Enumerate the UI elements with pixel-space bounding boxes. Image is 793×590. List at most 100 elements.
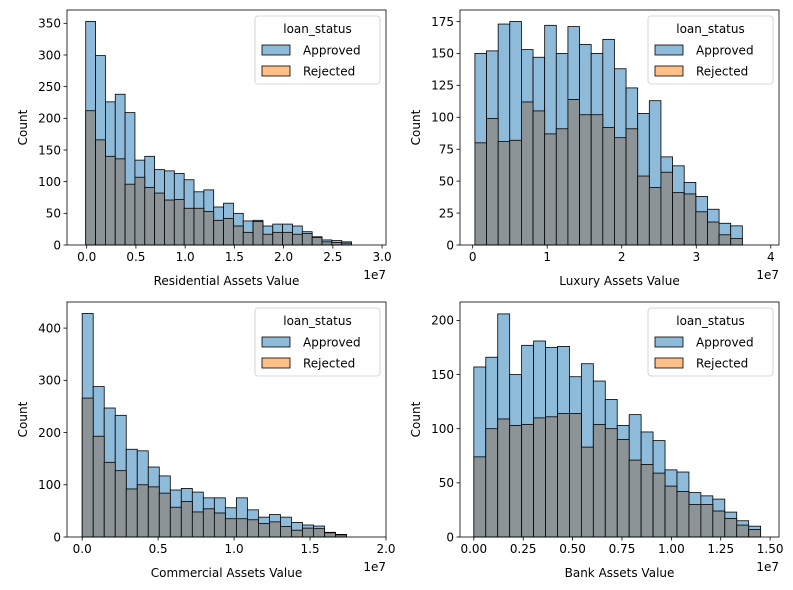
bar-rejected	[474, 142, 487, 246]
bar-rejected	[579, 114, 592, 246]
x-tick-label: 1.5	[301, 542, 320, 556]
x-axis-label: Residential Assets Value	[154, 274, 300, 288]
legend-swatch-approved	[261, 336, 291, 348]
bar-rejected	[521, 101, 534, 246]
y-tick-label: 0	[446, 530, 454, 544]
legend-swatch-rejected	[654, 65, 684, 77]
bar-rejected	[164, 199, 175, 246]
bar-rejected	[532, 110, 546, 246]
bar-rejected	[223, 217, 234, 246]
bar-rejected	[311, 236, 323, 246]
x-tick-label: 0.5	[126, 250, 145, 264]
bar-rejected	[134, 176, 146, 246]
series-rejected	[474, 99, 743, 246]
bar-rejected	[169, 506, 182, 538]
legend-swatch-rejected	[261, 357, 291, 369]
bar-rejected	[652, 472, 666, 538]
bar-rejected	[252, 221, 264, 246]
bar-rejected	[103, 461, 116, 538]
bar-rejected	[486, 118, 499, 246]
bar-rejected	[104, 155, 116, 246]
y-tick-label: 50	[439, 174, 454, 188]
y-tick-label: 100	[38, 478, 61, 492]
x-tick-label: 0	[469, 250, 477, 264]
x-axis-label: Bank Assets Value	[565, 566, 675, 580]
bar-rejected	[497, 141, 511, 246]
bar-rejected	[700, 504, 714, 538]
bar-rejected	[485, 428, 499, 538]
y-tick-label: 50	[46, 207, 61, 221]
x-axis-label: Luxury Assets Value	[559, 274, 679, 288]
legend-title: loan_status	[283, 314, 352, 328]
y-tick-label: 200	[38, 112, 61, 126]
bar-rejected	[748, 529, 762, 538]
chart-panel-3: 0.0 0.5 1.0 1.5 2.0 0 100 200 300 400 Commercial A…	[16, 301, 396, 580]
y-axis-label: Count	[409, 401, 423, 437]
x-tick-label: 1.50	[757, 542, 784, 556]
bar-rejected	[158, 492, 171, 538]
bar-rejected	[592, 423, 606, 538]
y-tick-label: 150	[431, 47, 454, 61]
bar-rejected	[676, 491, 690, 538]
bar-rejected	[180, 501, 193, 538]
x-axis-label: Commercial Assets Value	[151, 566, 302, 580]
x-tick-label: 2.5	[323, 250, 342, 264]
bar-rejected	[235, 518, 248, 538]
x-tick-label: 3.0	[373, 250, 392, 264]
x-tick-label: 1.25	[707, 542, 734, 556]
chart-panel-1: 0.0 0.5 1.0 1.5 2.0 2.5 3.0 0 50 100 150 200 250 300 3…	[16, 9, 392, 288]
y-axis-label: Count	[409, 109, 423, 145]
legend: loan_status Approved Rejected	[254, 15, 381, 85]
bar-rejected	[291, 529, 303, 538]
bar-rejected	[213, 512, 226, 538]
bar-rejected	[292, 233, 303, 246]
y-tick-label: 0	[53, 238, 61, 252]
y-tick-label: 75	[439, 143, 454, 157]
bar-rejected	[473, 456, 487, 538]
bar-rejected	[580, 446, 594, 538]
bar-rejected	[544, 133, 557, 246]
y-tick-label: 175	[431, 15, 454, 29]
legend-title: loan_status	[676, 22, 745, 36]
bar-rejected	[193, 207, 205, 246]
y-tick-label: 350	[38, 17, 61, 31]
bar-rejected	[730, 238, 743, 246]
x-tick-label: 1.0	[225, 542, 244, 556]
legend-swatch-approved	[654, 44, 684, 56]
bar-rejected	[664, 485, 678, 538]
bar-rejected	[125, 488, 138, 538]
x-tick-label: 0.0	[73, 542, 92, 556]
bar-rejected	[154, 192, 165, 246]
legend-label-approved: Approved	[696, 335, 754, 349]
y-tick-label: 0	[446, 238, 454, 252]
y-tick-label: 150	[38, 143, 61, 157]
axes-frame	[459, 301, 780, 538]
y-axis-label: Count	[16, 401, 30, 437]
x-offset-text: 1e7	[363, 560, 386, 574]
bar-rejected	[191, 511, 204, 538]
bar-rejected	[712, 510, 726, 538]
y-axis-label: Count	[16, 109, 30, 145]
legend: loan_status Approved Rejected	[647, 15, 774, 85]
x-tick-label: 4	[767, 250, 775, 264]
x-offset-text: 1e7	[756, 560, 779, 574]
chart-panel-4: 0.00 0.25 0.50 0.75 1.00 1.25 1.50 0 50 100 150 200…	[409, 301, 784, 580]
x-tick-label: 0.5	[149, 542, 168, 556]
bar-rejected	[604, 428, 618, 538]
bar-rejected	[246, 519, 259, 538]
legend-label-approved: Approved	[696, 43, 754, 57]
bar-rejected	[521, 423, 534, 538]
y-tick-label: 200	[38, 426, 61, 440]
bar-rejected	[688, 504, 702, 538]
axes-frame	[66, 301, 387, 538]
y-tick-label: 250	[38, 80, 61, 94]
legend-title: loan_status	[283, 22, 352, 36]
x-tick-label: 1	[543, 250, 551, 264]
y-tick-label: 125	[431, 79, 454, 93]
y-tick-label: 0	[53, 530, 61, 544]
bar-rejected	[545, 416, 558, 538]
bar-rejected	[695, 211, 708, 246]
bar-rejected	[672, 192, 685, 246]
bar-rejected	[262, 233, 274, 246]
